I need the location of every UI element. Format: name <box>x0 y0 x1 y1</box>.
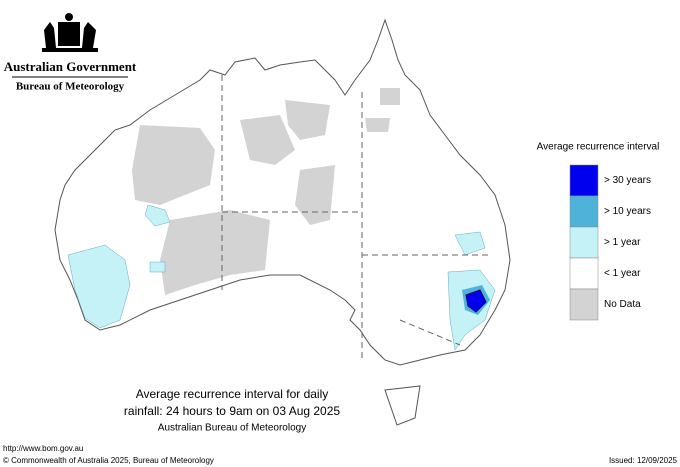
legend-label: > 10 years <box>604 206 651 217</box>
no-data-areas <box>132 88 400 295</box>
crest-base <box>42 48 98 52</box>
crest-emu <box>82 22 96 48</box>
legend: > 30 years > 10 years > 1 year < 1 year No D… <box>569 164 651 321</box>
australia <box>54 18 511 426</box>
caption-line: Australian Bureau of Meteorology <box>158 423 306 434</box>
legend-swatch <box>569 226 599 259</box>
rain-area <box>149 261 166 273</box>
crest <box>42 13 98 52</box>
no-data-area <box>380 88 400 105</box>
legend-swatch <box>569 164 599 197</box>
crest-star <box>65 13 73 21</box>
government-name: Australian Government <box>4 59 137 74</box>
agency-name: Bureau of Meteorology <box>16 81 125 93</box>
legend-label: < 1 year <box>604 268 641 279</box>
legend-swatch <box>569 195 599 228</box>
legend-swatch <box>569 257 599 290</box>
legend-label: > 30 years <box>604 175 651 186</box>
rain-area <box>144 204 171 227</box>
legend-title: Average recurrence interval <box>537 142 660 153</box>
no-data-area <box>160 210 270 295</box>
caption-line: Average recurrence interval for daily <box>136 387 329 401</box>
crest-kangaroo <box>44 22 56 48</box>
rain-area <box>67 244 131 329</box>
crest-shield <box>58 22 80 46</box>
tasmania <box>384 385 421 426</box>
over-30-years-area <box>465 289 487 313</box>
legend-label: No Data <box>604 299 641 310</box>
no-data-area <box>365 118 390 132</box>
footer-url: http://www.bom.gov.au <box>3 444 83 453</box>
legend-swatch <box>569 288 599 321</box>
no-data-area <box>132 125 215 205</box>
footer-issued: Issued: 12/09/2025 <box>609 456 678 465</box>
no-data-area <box>295 165 335 225</box>
legend-label: > 1 year <box>604 237 641 248</box>
caption-line: rainfall: 24 hours to 9am on 03 Aug 2025 <box>124 404 340 418</box>
footer-copyright: © Commonwealth of Australia 2025, Bureau… <box>3 456 214 465</box>
no-data-area <box>285 100 330 140</box>
rain-area <box>454 231 486 256</box>
no-data-area <box>240 115 295 165</box>
state-border <box>399 319 461 346</box>
